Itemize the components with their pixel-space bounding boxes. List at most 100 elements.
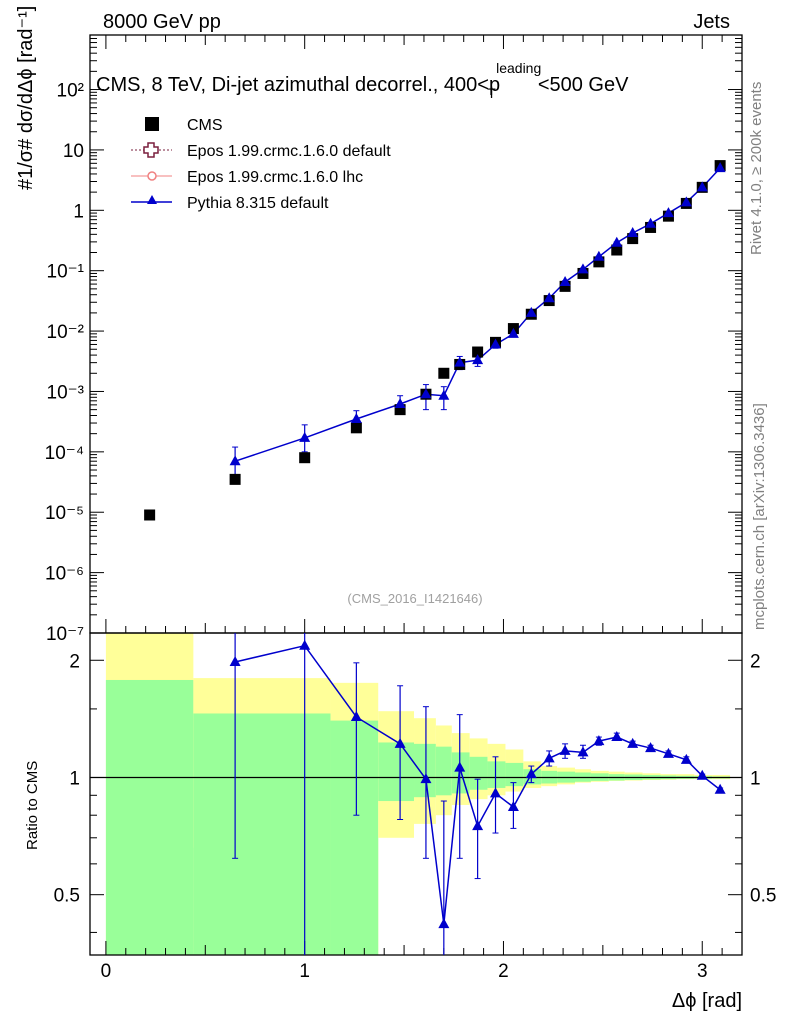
cms-point — [229, 473, 241, 485]
pythia-point — [543, 292, 555, 303]
ylabel-main: #1/σ# dσ/dΔϕ [rad⁻¹] — [15, 6, 37, 190]
green-band-bin — [505, 762, 524, 787]
header-right: Jets — [693, 11, 730, 33]
pythia-point — [299, 431, 311, 442]
legend-epos-default-marker — [143, 142, 159, 158]
pythia-point — [577, 263, 589, 274]
x-tick-label: 1 — [299, 961, 310, 982]
ratio-tick-label-right: 0.5 — [750, 886, 776, 907]
green-band-bin — [378, 742, 415, 802]
cms-point — [627, 233, 639, 245]
cms-point — [438, 367, 450, 379]
pythia-point — [394, 397, 406, 408]
green-band-bin — [487, 761, 506, 788]
cms-point — [394, 404, 406, 416]
ratio-point — [350, 710, 362, 721]
ratio-point — [472, 820, 484, 831]
y-tick-label: 10 — [63, 141, 84, 162]
y-tick-label: 10⁻³ — [47, 382, 85, 403]
pythia-line — [234, 167, 721, 462]
ratio-tick-label-right: 2 — [750, 651, 761, 672]
ratio-point — [454, 761, 466, 772]
legend-epos-default-label: Epos 1.99.crmc.1.6.0 default — [187, 143, 391, 160]
ratio-point — [299, 639, 311, 650]
ratio-tick-label-left: 0.5 — [54, 886, 80, 907]
ratio-point — [394, 737, 406, 748]
ratio-point — [593, 735, 605, 746]
ratio-point — [420, 773, 432, 784]
plot-title: CMS, 8 TeV, Di-jet azimuthal decorrel., … — [96, 60, 629, 101]
pythia-point — [420, 388, 432, 399]
legend-epos-lhc-marker — [147, 171, 157, 181]
ratio-point — [525, 768, 537, 779]
ratio-tick-label-left: 1 — [69, 768, 80, 789]
y-tick-label: 10⁻⁵ — [45, 503, 84, 524]
title-main: CMS, 8 TeV, Di-jet azimuthal decorrel., … — [96, 74, 500, 96]
y-tick-label: 10⁻² — [47, 322, 85, 343]
pythia-point — [229, 455, 241, 466]
x-tick-label: 0 — [101, 961, 112, 982]
cms-point — [611, 244, 623, 256]
ratio-point — [559, 744, 571, 755]
main-series — [144, 160, 726, 521]
header-left: 8000 GeV pp — [103, 11, 221, 33]
pythia-point — [696, 181, 708, 192]
pythia-point — [507, 327, 519, 338]
green-band-bin — [469, 756, 488, 790]
mcplots-label: mcplots.cern.ch [arXiv:1306.3436] — [751, 403, 768, 630]
ratio-frame — [89, 632, 743, 956]
x-tick-label: 3 — [697, 961, 708, 982]
pythia-point — [593, 250, 605, 261]
green-band-bin — [414, 743, 436, 798]
pythia-point — [611, 236, 623, 247]
ratio-point — [507, 800, 519, 811]
pythia-point — [454, 356, 466, 367]
ratio-line — [234, 644, 721, 925]
green-band-bin — [193, 713, 331, 955]
y-tick-label: 10⁻⁴ — [45, 443, 84, 464]
ylabel-ratio: Ratio to CMS — [24, 761, 41, 850]
ratio-point — [714, 783, 726, 794]
ratio-series — [229, 633, 726, 955]
cms-point — [593, 256, 605, 268]
ratio-point — [627, 737, 639, 748]
legend-cms-label: CMS — [187, 117, 223, 134]
pythia-point — [525, 306, 537, 317]
legend-epos-lhc-label: Epos 1.99.crmc.1.6.0 lhc — [187, 169, 363, 186]
legend: CMS Epos 1.99.crmc.1.6.0 default Epos 1.… — [131, 117, 391, 212]
ratio-tick-label-right: 1 — [750, 768, 761, 789]
y-tick-label: 10⁻¹ — [47, 262, 85, 283]
ratio-tick-label-left: 2 — [69, 651, 80, 672]
ratio-point — [438, 918, 450, 929]
cms-point — [577, 267, 589, 279]
pythia-point — [662, 207, 674, 218]
xlabel: Δϕ [rad] — [672, 990, 742, 1012]
title-tail: <500 GeV — [538, 74, 629, 96]
ratio-point — [696, 769, 708, 780]
pythia-point — [490, 338, 502, 349]
main-axes: 10⁻⁷ 10⁻⁶ 10⁻⁵ 10⁻⁴ 10⁻³ 10⁻² 10⁻¹ 1 10 10² — [45, 34, 743, 645]
green-band-bin — [330, 720, 379, 955]
title-sup: leading — [496, 60, 541, 76]
cms-point — [350, 422, 362, 434]
pythia-point — [472, 354, 484, 365]
legend-cms-marker — [145, 117, 159, 131]
ratio-point — [490, 787, 502, 798]
ratio-point — [611, 731, 623, 742]
x-tick-label: 2 — [498, 961, 509, 982]
pythia-point — [350, 412, 362, 423]
y-tick-label: 10⁻⁶ — [45, 564, 84, 585]
pythia-point — [714, 162, 726, 173]
ratio-point — [645, 742, 657, 753]
ratio-point — [229, 655, 241, 666]
y-tick-label: 1 — [73, 201, 84, 222]
green-band-bin — [435, 746, 452, 796]
green-band-bin — [105, 679, 194, 955]
pythia-point — [438, 389, 450, 400]
pythia-point — [559, 275, 571, 286]
ratio-point — [680, 753, 692, 764]
ratio-point — [662, 747, 674, 758]
rivet-label: Rivet 4.1.0, ≥ 200k events — [748, 82, 765, 255]
pythia-point — [627, 227, 639, 238]
